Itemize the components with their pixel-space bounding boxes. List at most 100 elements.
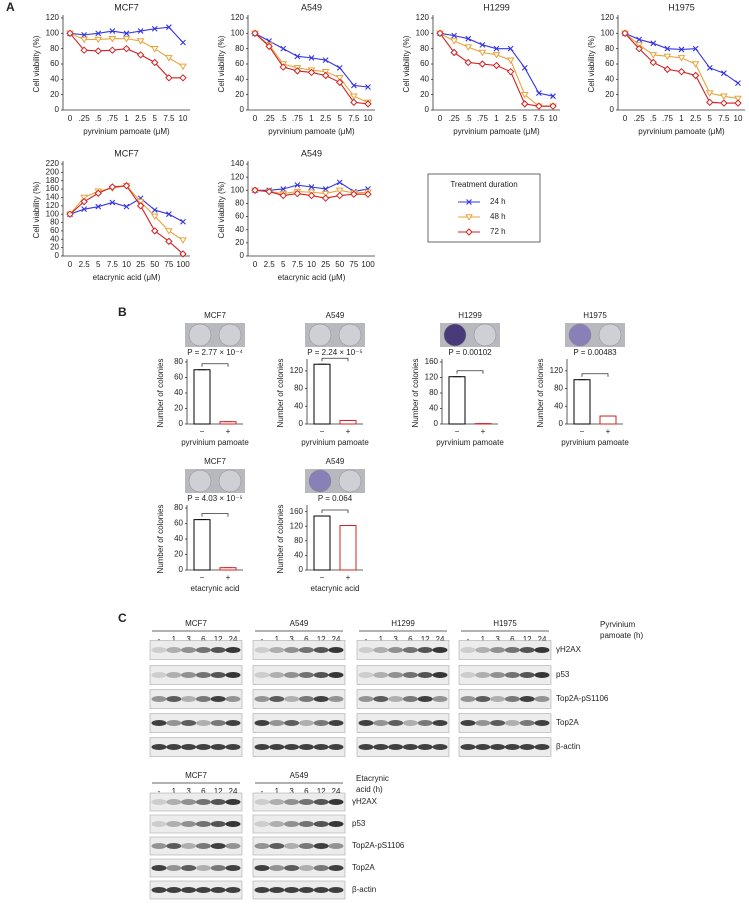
y-tick-label: 140 [46,193,60,202]
band [329,865,344,871]
protein-label: p53 [556,670,570,679]
band [299,744,314,750]
y-tick-label: 200 [46,167,60,176]
x-tick-label: 10 [734,114,743,123]
x-tick-label: 1 [494,114,499,123]
point-marker [451,39,457,44]
chart-title: A549 [326,457,345,466]
x-tick-label: 5 [338,114,343,123]
protein-label: Top2A-pS1106 [556,694,609,703]
x-tick-label: 50 [150,260,159,269]
x-tick-label: 7.5 [107,260,119,269]
bracket [322,510,348,513]
y-tick-label: 100 [231,28,245,37]
band [284,720,299,726]
x-tick-label: 50 [335,260,344,269]
point-marker [479,61,485,67]
y-tick-label: 120 [601,13,615,22]
band [520,744,535,750]
band [226,696,241,702]
point-marker [337,65,342,70]
x-tick-label: 1 [309,114,314,123]
y-axis-label: Cell viability (%) [32,35,41,92]
x-tick-label: 7.5 [163,114,175,123]
band [166,821,181,827]
point-marker [181,219,186,224]
y-tick-label: 100 [231,185,245,194]
legend-label: 24 h [490,197,506,206]
band [196,865,211,871]
x-tick-label: .75 [107,114,119,123]
band [211,799,226,805]
band [388,696,403,702]
x-tick-label: − [580,427,585,436]
band [269,799,284,805]
band [329,821,344,827]
band [461,744,476,750]
band [314,720,329,726]
band [211,821,226,827]
y-tick-label: 80 [294,536,303,545]
band [211,843,226,849]
y-tick-label: 60 [50,226,59,235]
bar [340,526,356,570]
y-axis-label: Number of colonies [536,359,545,428]
x-tick-label: .5 [280,114,287,123]
band [269,720,284,726]
x-tick-label: + [346,427,351,436]
x-tick-label: 5 [96,260,101,269]
band [152,647,167,653]
band [535,744,550,750]
cell-line: A549 [290,771,309,780]
point-marker [693,73,699,79]
band [181,799,196,805]
x-tick-label: 1 [679,114,684,123]
band [418,647,433,653]
legend-title: Treatment duration [450,180,517,189]
band [284,672,299,678]
band [299,843,314,849]
band [535,696,550,702]
band [299,696,314,702]
y-tick-label: 80 [294,384,303,393]
x-axis-label: pyrvinium pamoate (μM) [453,127,540,136]
chart-title: H1975 [583,311,607,320]
y-tick-label: 120 [290,521,304,530]
y-tick-label: 0 [240,251,245,260]
band [255,843,270,849]
x-axis-label: pyrvinium pamoate [561,438,629,447]
x-tick-label: 1 [124,114,129,123]
x-tick-label: 2.5 [505,114,517,123]
band [299,821,314,827]
x-tick-label: 100 [361,260,375,269]
y-tick-label: 120 [231,172,245,181]
chart-title: MCF7 [114,2,139,12]
y-tick-label: 0 [559,419,564,428]
band [255,744,270,750]
treatment-label: Pyrvinium [600,620,635,629]
point-marker [180,64,186,69]
dish [569,324,591,346]
chart-title: MCF7 [204,311,226,320]
band [314,672,329,678]
band [181,865,196,871]
band [211,744,226,750]
band [196,887,211,893]
x-tick-label: .25 [634,114,646,123]
band [373,744,388,750]
band [329,744,344,750]
band [226,887,241,893]
point-marker [180,75,186,81]
dish [189,324,211,346]
band [181,672,196,678]
band [373,672,388,678]
y-tick-label: 60 [50,59,59,68]
dish [309,324,331,346]
band [284,647,299,653]
band [196,821,211,827]
bracket [202,514,228,517]
legend-label: 48 h [490,212,506,221]
x-axis-label: pyrvinium pamoate [301,438,369,447]
y-tick-label: 20 [174,404,183,413]
